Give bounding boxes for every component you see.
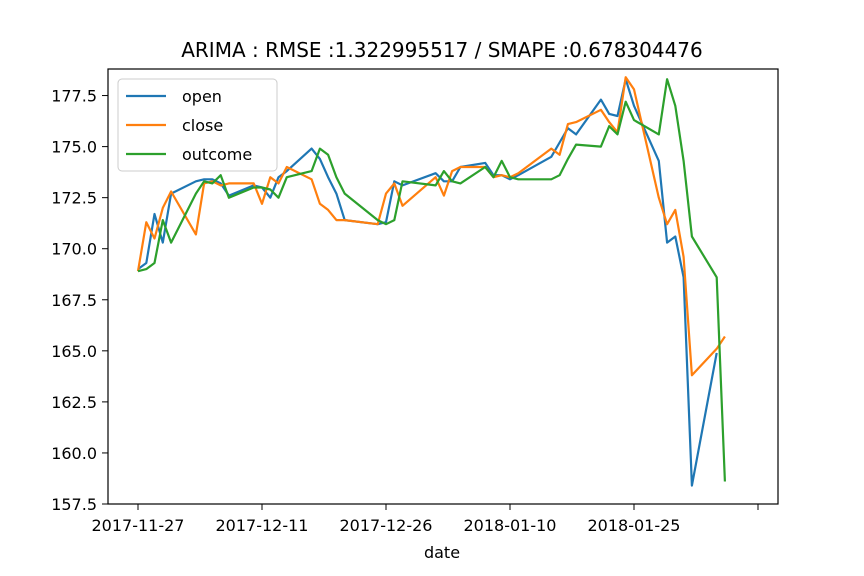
legend-label-open: open <box>182 87 222 106</box>
series-line-outcome <box>137 78 726 482</box>
y-tick-label: 162.5 <box>51 393 97 412</box>
y-tick-label: 170.0 <box>51 240 97 259</box>
x-tick-label: 2017-11-27 <box>92 516 185 535</box>
y-axis: 157.5 160.0 162.5 165.0 167.5 170.0 172.5 175.0… <box>51 87 108 514</box>
x-tick-label: 2018-01-25 <box>588 516 681 535</box>
legend-label-close: close <box>182 116 223 135</box>
y-tick-label: 160.0 <box>51 444 97 463</box>
legend-box <box>117 78 278 172</box>
x-tick-label: 2018-01-10 <box>464 516 557 535</box>
y-tick-label: 165.0 <box>51 342 97 361</box>
y-tick-label: 175.0 <box>51 138 97 157</box>
legend-label-outcome: outcome <box>182 145 252 164</box>
legend: open close outcome <box>117 78 278 172</box>
x-tick-label: 2017-12-26 <box>340 516 433 535</box>
series-line-open <box>137 78 718 487</box>
y-tick-label: 167.5 <box>51 291 97 310</box>
y-tick-label: 172.5 <box>51 189 97 208</box>
x-axis: 2017-11-27 2017-12-11 2017-12-26 2018-01-10… <box>92 504 759 535</box>
chart-title: ARIMA : RMSE :1.322995517 / SMAPE :0.678… <box>181 38 703 62</box>
y-tick-label: 177.5 <box>51 87 97 106</box>
series-line-close <box>136 76 726 377</box>
plot-frame <box>107 68 779 505</box>
x-axis-label: date <box>424 543 460 562</box>
y-tick-label: 157.5 <box>51 495 97 514</box>
x-tick-label: 2017-12-11 <box>216 516 309 535</box>
plot-lines <box>136 76 726 487</box>
